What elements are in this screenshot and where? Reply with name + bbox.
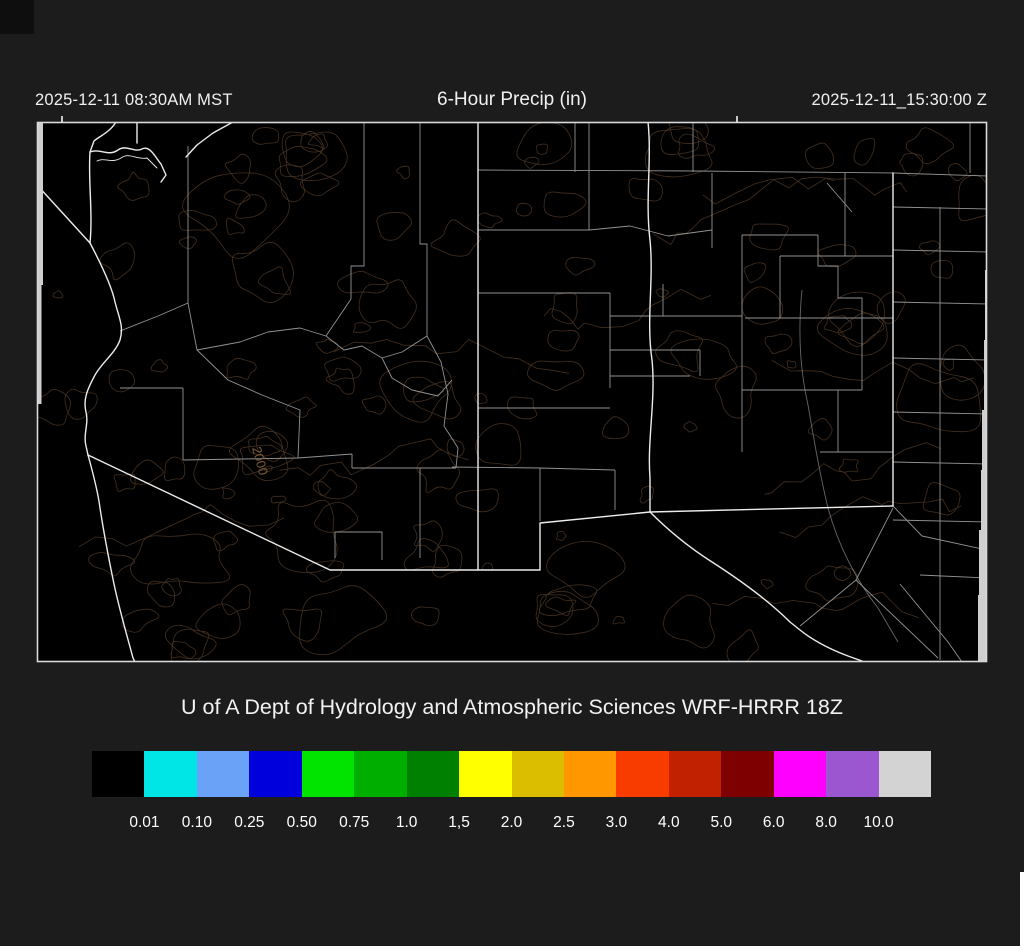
map-background xyxy=(37,122,987,662)
colorbar-label: 1.0 xyxy=(395,814,418,831)
colorbar-label: 2.0 xyxy=(500,814,523,831)
colorbar-swatch xyxy=(511,751,564,797)
colorbar-label: 5.0 xyxy=(710,814,733,831)
right-border xyxy=(1020,872,1024,950)
colorbar-label: 0.10 xyxy=(181,814,212,831)
credit-line: U of A Dept of Hydrology and Atmospheric… xyxy=(181,695,843,719)
colorbar-label: 6.0 xyxy=(762,814,785,831)
colorbar-swatch xyxy=(773,751,827,797)
colorbar-swatch xyxy=(92,751,145,797)
out-of-domain-left xyxy=(38,122,43,404)
colorbar-label: 0.75 xyxy=(339,814,370,831)
colorbar-label: 3.0 xyxy=(605,814,628,831)
colorbar-label: 0.25 xyxy=(234,814,265,831)
contour-elevation-label: 2000 xyxy=(249,445,271,477)
map-frame xyxy=(36,121,988,663)
county-lines xyxy=(119,123,986,661)
colorbar-swatch xyxy=(354,751,407,797)
precip-colorbar-labels: 0.01 0.10 0.25 0.50 0.75 1.0 1,5 2.0 2.5 3.0 4.0 5.… xyxy=(92,814,931,836)
colorbar-label: 2.5 xyxy=(553,814,575,831)
map-title: 6-Hour Precip (in) xyxy=(437,89,587,110)
colorbar-label: 10.0 xyxy=(863,814,894,831)
colorbar-swatch xyxy=(563,751,617,797)
colorbar-swatch xyxy=(721,751,774,797)
colorbar-swatch xyxy=(144,751,197,797)
colorbar-label: 1,5 xyxy=(448,814,470,831)
colorbar-swatch xyxy=(406,751,460,797)
colorbar-label: 0.01 xyxy=(129,814,160,831)
colorbar-swatch xyxy=(301,751,355,797)
colorbar-label: 8.0 xyxy=(815,814,837,831)
corner-square xyxy=(0,0,34,34)
state-borders xyxy=(38,123,894,661)
colorbar-swatch xyxy=(826,751,879,797)
local-timestamp: 2025-12-11 08:30AM MST xyxy=(35,91,233,109)
colorbar-label: 4.0 xyxy=(658,814,680,831)
precip-colorbar xyxy=(92,751,931,797)
colorbar-swatch xyxy=(616,751,669,797)
out-of-domain-right xyxy=(978,196,987,662)
bottom-border xyxy=(0,946,1024,950)
colorbar-swatch xyxy=(878,751,931,797)
colorbar-label: 0.50 xyxy=(286,814,317,831)
colorbar-swatch xyxy=(668,751,722,797)
colorbar-swatch xyxy=(196,751,250,797)
colorbar-swatch xyxy=(459,751,512,797)
terrain-contours xyxy=(38,123,986,661)
utc-timestamp: 2025-12-11_15:30:00 Z xyxy=(811,91,987,109)
colorbar-swatch xyxy=(249,751,302,797)
map-ticks xyxy=(61,116,738,122)
